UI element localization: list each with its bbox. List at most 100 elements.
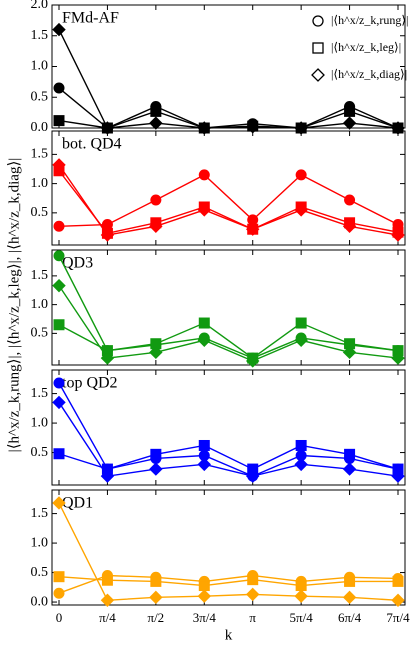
marker bbox=[391, 351, 405, 365]
marker bbox=[295, 169, 307, 181]
marker bbox=[149, 590, 163, 605]
y-tick-label: 1.5 bbox=[31, 386, 49, 401]
marker bbox=[246, 469, 260, 483]
marker bbox=[150, 194, 162, 206]
y-tick-label: 1.5 bbox=[31, 28, 49, 43]
marker bbox=[246, 587, 260, 602]
marker bbox=[342, 590, 357, 605]
marker bbox=[149, 345, 163, 360]
marker bbox=[197, 333, 211, 347]
marker bbox=[391, 469, 405, 483]
x-tick-label: 7π/4 bbox=[386, 610, 410, 625]
marker bbox=[53, 250, 65, 262]
marker bbox=[342, 462, 357, 476]
panel-title: bot. QD4 bbox=[62, 136, 122, 153]
marker bbox=[198, 439, 210, 451]
panel-title: FMd-AF bbox=[62, 10, 119, 27]
marker bbox=[197, 203, 211, 217]
marker bbox=[391, 228, 405, 242]
legend-marker bbox=[312, 15, 324, 27]
marker bbox=[53, 82, 65, 94]
y-tick-label: 0.5 bbox=[31, 326, 49, 341]
marker bbox=[198, 169, 210, 181]
marker bbox=[52, 496, 66, 510]
panel-frame bbox=[51, 130, 406, 246]
panel-title: QD1 bbox=[62, 495, 93, 512]
marker bbox=[392, 575, 404, 587]
marker bbox=[344, 105, 356, 117]
marker bbox=[295, 317, 307, 329]
series-line bbox=[58, 575, 398, 587]
marker bbox=[100, 351, 115, 365]
marker bbox=[197, 589, 211, 603]
x-tick-label: 5π/4 bbox=[290, 610, 314, 625]
marker bbox=[100, 228, 115, 242]
y-tick-label: 1.5 bbox=[31, 506, 49, 521]
legend-marker bbox=[312, 42, 324, 54]
y-tick-label: 1.0 bbox=[31, 535, 49, 550]
x-tick-label: 6π/4 bbox=[338, 610, 362, 625]
marker bbox=[150, 448, 162, 460]
marker bbox=[294, 457, 308, 472]
marker bbox=[52, 158, 66, 172]
marker bbox=[344, 448, 356, 460]
marker bbox=[294, 203, 308, 217]
y-tick-label: 0.5 bbox=[31, 445, 49, 460]
y-tick-label: 1.0 bbox=[31, 59, 49, 74]
marker bbox=[391, 593, 405, 607]
series-line bbox=[58, 29, 399, 129]
x-tick-label: π bbox=[249, 610, 256, 625]
marker bbox=[197, 457, 211, 472]
marker bbox=[53, 377, 65, 389]
series-line bbox=[58, 87, 399, 129]
x-axis-label: k bbox=[225, 627, 233, 643]
marker bbox=[246, 222, 260, 236]
series-line bbox=[58, 170, 399, 235]
marker bbox=[52, 278, 66, 293]
legend-marker bbox=[311, 68, 325, 82]
y-tick-label: 0.0 bbox=[31, 120, 49, 135]
marker bbox=[53, 319, 65, 331]
marker bbox=[150, 575, 162, 587]
panel-frame bbox=[51, 369, 406, 486]
marker bbox=[52, 22, 66, 37]
marker bbox=[53, 448, 65, 460]
marker bbox=[294, 333, 308, 347]
marker bbox=[342, 219, 357, 233]
marker bbox=[53, 571, 65, 583]
panel-title: top QD2 bbox=[62, 375, 118, 392]
marker bbox=[294, 589, 308, 603]
legend-label: |⟨h^x/z_k,diag⟩| bbox=[331, 67, 407, 81]
series-line bbox=[58, 322, 399, 359]
legend-label: |⟨h^x/z_k,leg⟩| bbox=[331, 40, 401, 54]
marker bbox=[344, 194, 356, 206]
y-tick-label: 1.5 bbox=[31, 147, 49, 162]
marker bbox=[101, 574, 113, 586]
marker bbox=[149, 116, 163, 130]
y-axis-label: |⟨h^x/z_k,rung⟩|, |⟨h^x/z_k,leg⟩|, |⟨h^x… bbox=[6, 158, 22, 453]
panel-frame bbox=[51, 249, 406, 366]
series-line bbox=[58, 502, 399, 602]
y-tick-label: 1.0 bbox=[31, 415, 49, 430]
marker bbox=[150, 105, 162, 117]
marker bbox=[247, 574, 259, 586]
marker bbox=[53, 587, 65, 599]
x-tick-label: 0 bbox=[56, 610, 63, 625]
panel-title: QD3 bbox=[62, 255, 93, 272]
x-tick-label: 3π/4 bbox=[193, 610, 217, 625]
y-tick-label: 0.5 bbox=[31, 205, 49, 220]
marker bbox=[149, 219, 163, 233]
series-line bbox=[58, 164, 399, 236]
marker bbox=[198, 580, 210, 592]
marker bbox=[53, 220, 65, 232]
legend-label: |⟨h^x/z_k,rung⟩| bbox=[331, 13, 408, 27]
marker bbox=[295, 439, 307, 451]
x-tick-label: π/2 bbox=[148, 610, 165, 625]
marker bbox=[342, 345, 357, 360]
marker bbox=[149, 462, 163, 476]
y-tick-label: 2.0 bbox=[31, 0, 49, 12]
y-tick-label: 1.0 bbox=[31, 176, 49, 191]
marker bbox=[344, 575, 356, 587]
x-tick-label: π/4 bbox=[99, 610, 116, 625]
